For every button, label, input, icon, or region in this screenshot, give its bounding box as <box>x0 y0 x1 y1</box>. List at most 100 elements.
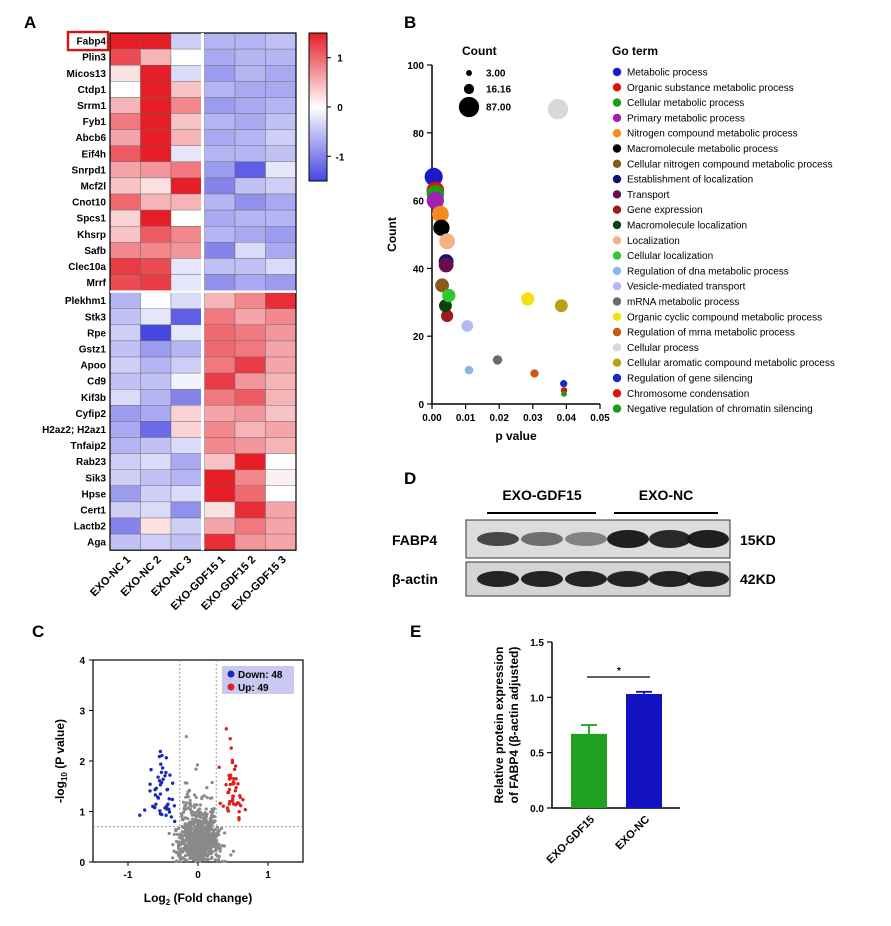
volcano-point <box>198 845 202 849</box>
volcano-point <box>178 843 182 847</box>
heatmap-cell <box>204 242 236 259</box>
volcano-significant-point <box>156 796 161 800</box>
heatmap-cell <box>170 129 202 146</box>
volcano-point <box>193 837 197 842</box>
volcano-significant-point <box>164 770 168 775</box>
heatmap-cell <box>170 32 202 50</box>
heatmap-row-label: Gstz1 <box>79 344 107 355</box>
volcano-significant-point <box>159 762 163 766</box>
heatmap-cell <box>140 501 172 519</box>
volcano-significant-point <box>233 764 238 768</box>
volcano-point <box>198 807 202 811</box>
heatmap-cell <box>170 113 202 130</box>
volcano-significant-point <box>229 746 233 750</box>
heatmap-cell <box>109 389 141 406</box>
volcano-point <box>203 826 207 830</box>
volcano-point <box>201 855 205 859</box>
volcano-significant-point <box>153 787 157 792</box>
heatmap-cell <box>109 533 141 551</box>
color-legend-marker <box>612 312 622 321</box>
volcano-point <box>185 792 189 796</box>
volcano-significant-point <box>153 793 158 797</box>
volcano-point <box>208 816 212 821</box>
x-tick-label-b: 0.05 <box>590 413 610 424</box>
heatmap-cell <box>265 437 297 454</box>
volcano-significant-point <box>163 774 167 778</box>
heatmap-cell <box>170 389 202 406</box>
heatmap-cell <box>109 292 141 309</box>
volcano-significant-point <box>228 782 232 787</box>
bubble-point <box>547 98 569 120</box>
volcano-point <box>195 803 199 807</box>
heatmap-cell <box>265 324 297 342</box>
heatmap-cell <box>265 469 297 487</box>
x-tick-label-b: 0.01 <box>456 413 476 424</box>
heatmap-cell <box>109 48 141 66</box>
western-blot-panel-d: EXO-GDF15 EXO-NC FABP4 β-actin 15KD 42KD <box>392 487 776 597</box>
volcano-significant-point <box>217 765 221 770</box>
volcano-point <box>214 852 218 857</box>
volcano-significant-point <box>170 797 175 802</box>
volcano-point <box>187 788 192 792</box>
volcano-point <box>215 845 219 849</box>
y-axis-title-b: Count <box>385 217 399 252</box>
heatmap-cell <box>204 177 236 195</box>
heatmap-cell <box>140 209 172 227</box>
volcano-point <box>190 842 194 846</box>
heatmap-cell <box>204 225 236 243</box>
heatmap-column-label: EXO-GDF15 3 <box>230 554 289 613</box>
color-legend-label: Chromosome condensation <box>627 389 749 400</box>
bubble-point <box>521 292 535 306</box>
heatmap-cell <box>109 324 141 342</box>
heatmap-cell <box>140 308 172 326</box>
heatmap-cell <box>140 405 172 422</box>
category-label-e: EXO-NC <box>613 814 652 853</box>
volcano-point <box>194 833 198 837</box>
bubble-point <box>561 390 567 397</box>
heatmap-cell <box>204 129 236 146</box>
heatmap-cell <box>140 324 172 342</box>
x-axis-title-suffix: (Fold change) <box>170 891 252 905</box>
heatmap-cell <box>170 177 202 195</box>
volcano-point <box>207 851 211 855</box>
heatmap-cell <box>140 453 172 470</box>
volcano-point <box>181 838 185 842</box>
y-tick-label-e: 1.5 <box>530 638 544 649</box>
heatmap-cell <box>265 225 297 243</box>
volcano-significant-point <box>235 801 240 805</box>
heatmap-cell <box>204 193 236 211</box>
volcano-point <box>186 795 190 799</box>
x-tick-label-c: -1 <box>124 870 133 881</box>
heatmap-row-label: Sik3 <box>85 473 106 484</box>
band-beta-actin <box>687 571 729 587</box>
legend-box-c <box>222 666 294 694</box>
volcano-point <box>210 850 215 854</box>
color-legend-marker <box>612 404 622 413</box>
volcano-point <box>194 814 199 818</box>
category-label-e: EXO-GDF15 <box>545 814 598 867</box>
volcano-point <box>185 833 189 837</box>
color-legend-title: Go term <box>612 44 658 58</box>
volcano-significant-point <box>158 749 163 754</box>
heatmap-cell <box>170 340 202 358</box>
volcano-point <box>192 805 197 810</box>
bubble-point <box>554 299 568 313</box>
heatmap-cell <box>265 145 297 162</box>
heatmap-cell <box>234 372 266 390</box>
heatmap-cell <box>109 225 141 243</box>
y-tick-label-e: 0.5 <box>530 749 544 760</box>
color-legend-marker <box>612 190 622 199</box>
volcano-point <box>209 846 213 850</box>
volcano-point <box>194 767 198 771</box>
volcano-point <box>188 801 192 805</box>
volcano-point <box>214 841 218 845</box>
heatmap-cell <box>234 193 266 211</box>
volcano-significant-point <box>165 807 169 811</box>
heatmap-cell <box>265 308 297 326</box>
bubble-point <box>440 309 454 323</box>
volcano-point <box>210 855 214 860</box>
volcano-significant-point <box>148 782 152 786</box>
volcano-significant-point <box>236 782 240 786</box>
volcano-point <box>171 856 175 860</box>
heatmap-cell <box>204 389 236 406</box>
